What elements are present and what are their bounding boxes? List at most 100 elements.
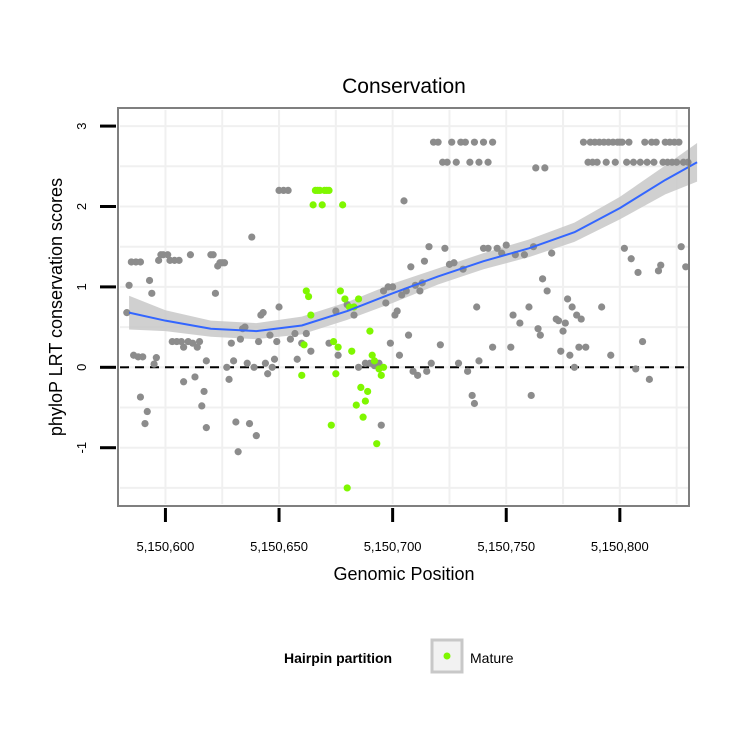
other-point [389,283,397,291]
y-tick-label: 1 [74,283,89,290]
x-axis-ticks: 5,150,600 5,150,650 5,150,700 5,150,750 5,15… [137,508,649,554]
other-point [489,343,497,351]
other-point [620,244,628,252]
mature-point [343,484,351,492]
other-point [466,158,474,166]
other-point [270,355,279,363]
other-point [164,251,172,259]
other-point [434,138,442,146]
other-point [202,357,210,365]
x-tick-label: 5,150,800 [591,539,649,554]
other-point [261,359,270,367]
other-point [200,387,208,396]
other-point [559,327,567,335]
mature-point [325,186,333,195]
other-point [525,303,533,311]
mature-point [298,371,306,379]
other-point [638,337,647,346]
other-point [532,164,540,172]
mature-point [309,201,317,209]
other-point [284,186,292,195]
other-point [461,138,469,146]
other-point [577,315,585,323]
other-point [443,158,451,166]
other-point [266,331,274,339]
other-point [502,241,510,249]
other-point [180,343,188,351]
other-point [243,359,251,367]
other-point [386,339,394,347]
other-point [198,402,206,410]
mature-point [364,387,372,396]
panel-border [117,107,690,507]
other-point [425,243,433,251]
other-point [423,367,431,375]
other-point [420,257,429,265]
mature-point [361,397,369,405]
y-axis-ticks: -1 0 1 2 3 [74,122,116,453]
other-point [627,255,635,263]
other-point [250,363,258,371]
other-point [682,263,690,271]
mature-point [336,287,344,295]
legend: Hairpin partition Mature [284,638,514,674]
mature-point [304,292,313,301]
other-point [675,138,683,146]
other-point [507,343,515,351]
other-point [136,393,145,401]
other-point [234,448,242,456]
other-point [123,309,131,317]
other-point [484,158,492,166]
other-point [264,370,272,378]
other-point [354,363,363,371]
other-point [654,267,663,275]
other-point [475,357,483,365]
mature-point [332,370,340,378]
other-point [561,319,569,327]
other-point [527,391,535,400]
other-point [125,281,133,289]
other-point [468,391,476,400]
other-point [209,251,217,259]
other-point [568,303,576,311]
mature-point [302,287,310,295]
mature-point [370,357,379,365]
other-point [220,259,229,267]
other-point [293,355,301,363]
other-point [148,289,156,297]
other-point [307,347,315,355]
other-point [570,363,579,371]
mature-point [307,311,315,319]
mature-point [339,201,347,209]
x-axis-label: Genomic Position [333,564,474,584]
other-point [236,335,245,343]
x-tick-label: 5,150,650 [250,539,308,554]
other-point [534,325,542,333]
other-point [650,158,658,166]
other-point [195,337,204,346]
other-point [645,375,653,383]
mature-point [334,343,342,351]
other-point [673,158,681,166]
other-point [350,311,358,319]
other-point [632,365,640,373]
legend-mature-dot [443,652,451,660]
other-point [538,275,547,283]
y-tick-label: 0 [74,364,89,371]
other-point [634,268,642,277]
other-point [641,138,649,146]
other-point [382,299,390,307]
other-point [202,424,210,432]
mature-point [366,327,374,335]
other-point [275,303,283,311]
other-point [543,287,551,295]
legend-mature-label: Mature [470,650,514,666]
other-point [563,295,572,303]
other-point [404,331,413,339]
other-point [448,138,456,146]
other-point [629,158,638,166]
other-point [139,353,147,361]
other-point [582,343,590,351]
other-point [579,138,588,146]
